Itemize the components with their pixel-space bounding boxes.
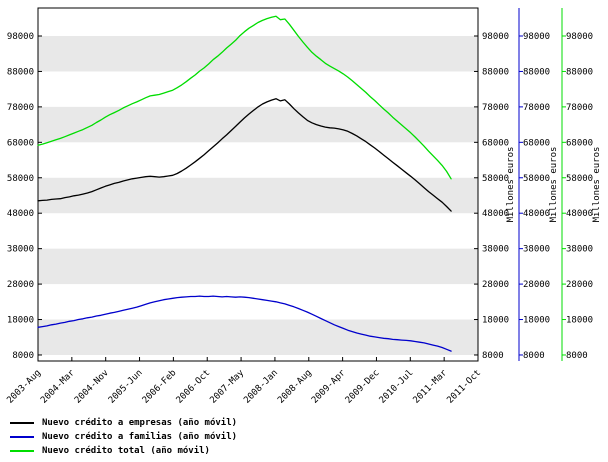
- y-tick-label-left: 18000: [7, 316, 34, 326]
- plot-border: [37, 7, 479, 362]
- legend-item-familias: Nuevo crédito a familias (año móvil): [10, 431, 237, 442]
- y-tick-label-right: 28000: [482, 280, 509, 290]
- legend-line-sample-familias: [10, 435, 34, 438]
- y-tick-label-right: 98000: [566, 32, 593, 42]
- x-tick-label: 2005-Jun: [107, 368, 145, 406]
- legend-item-empresas: Nuevo crédito a empresas (año móvil): [10, 417, 237, 428]
- series-line-total: [37, 15, 452, 180]
- y-tick-label-right: 58000: [523, 174, 550, 184]
- y-tick-label-right: 58000: [566, 174, 593, 184]
- y-tick-label-left: 8000: [12, 351, 34, 361]
- y-tick-label-left: 88000: [7, 67, 34, 77]
- x-tick-label: 2009-Apr: [310, 368, 348, 406]
- x-tick-label: 2003-Aug: [5, 368, 43, 406]
- axis-title-millones-euros: Millones euros: [506, 147, 516, 223]
- line-chart: Millones euros Millones euros Millones eur…: [5, 7, 602, 406]
- x-tick-label: 2008-Jan: [242, 368, 280, 406]
- y-tick-label-right: 78000: [523, 103, 550, 113]
- y-tick-label-right: 38000: [566, 245, 593, 255]
- legend-label-empresas: Nuevo crédito a empresas (año móvil): [42, 417, 238, 428]
- y-tick-label-left: 48000: [7, 209, 34, 219]
- grid-band: [38, 319, 478, 355]
- y-tick-label-right: 18000: [482, 316, 509, 326]
- y-tick-label-right: 68000: [523, 138, 550, 148]
- y-tick-label-left: 78000: [7, 103, 34, 113]
- y-tick-label-right: 78000: [566, 103, 593, 113]
- x-tick-label: 2006-Oct: [175, 368, 213, 406]
- y-tick-label-right: 38000: [482, 245, 509, 255]
- y-tick-label-right: 78000: [482, 103, 509, 113]
- x-tick-label: 2006-Feb: [141, 368, 179, 406]
- x-tick-label: 2007-May: [208, 368, 246, 406]
- legend-label-total: Nuevo crédito total (año móvil): [42, 445, 210, 456]
- y-tick-label-right: 28000: [523, 280, 550, 290]
- y-tick-label-right: 88000: [566, 67, 593, 77]
- x-tick-label: 2009-Dec: [344, 368, 382, 406]
- x-tick-label: 2008-Aug: [276, 368, 314, 406]
- y-tick-label-right: 8000: [523, 351, 545, 361]
- legend-line-sample-empresas: [10, 421, 34, 424]
- y-tick-label-right: 18000: [566, 316, 593, 326]
- y-tick-label-left: 38000: [7, 245, 34, 255]
- y-tick-label-right: 98000: [482, 32, 509, 42]
- grid-band: [38, 177, 478, 214]
- grid-band: [38, 35, 478, 72]
- y-tick-label-right: 48000: [566, 209, 593, 219]
- y-tick-label-right: 38000: [523, 245, 550, 255]
- chart-legend: Nuevo crédito a empresas (año móvil) Nue…: [10, 417, 237, 456]
- y-tick-label-right: 18000: [523, 316, 550, 326]
- series-line-familias: [37, 295, 452, 352]
- grid-band: [38, 248, 478, 285]
- y-tick-label-right: 8000: [482, 351, 504, 361]
- y-tick-label-right: 8000: [566, 351, 588, 361]
- grid-band: [38, 106, 478, 143]
- y-tick-label-right: 68000: [482, 138, 509, 148]
- y-tick-label-left: 28000: [7, 280, 34, 290]
- axis-title-millones-euros: Millones euros: [592, 147, 602, 223]
- series-line-empresas: [37, 98, 452, 212]
- y-tick-label-left: 68000: [7, 138, 34, 148]
- x-tick-label: 2004-Mar: [39, 368, 77, 406]
- legend-line-sample-total: [10, 449, 34, 452]
- x-tick-label: 2004-Nov: [73, 368, 111, 406]
- y-tick-label-right: 88000: [523, 67, 550, 77]
- y-tick-label-right: 98000: [523, 32, 550, 42]
- y-tick-label-right: 48000: [523, 209, 550, 219]
- x-tick-label: 2011-Mar: [412, 368, 450, 406]
- y-tick-label-left: 58000: [7, 174, 34, 184]
- legend-label-familias: Nuevo crédito a familias (año móvil): [42, 431, 238, 442]
- legend-item-total: Nuevo crédito total (año móvil): [10, 445, 237, 456]
- y-tick-label-right: 88000: [482, 67, 509, 77]
- x-tick-label: 2011-Oct: [445, 368, 483, 406]
- y-tick-label-left: 98000: [7, 32, 34, 42]
- y-tick-label-right: 68000: [566, 138, 593, 148]
- y-tick-label-right: 48000: [482, 209, 509, 219]
- x-tick-label: 2010-Jul: [378, 368, 416, 406]
- axis-title-millones-euros: Millones euros: [549, 147, 559, 223]
- y-tick-label-right: 28000: [566, 280, 593, 290]
- y-tick-label-right: 58000: [482, 174, 509, 184]
